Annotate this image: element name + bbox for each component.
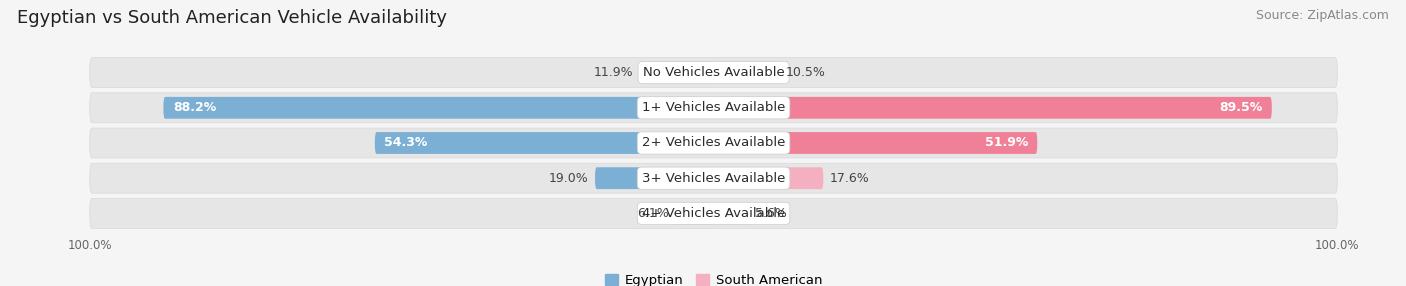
Text: 4+ Vehicles Available: 4+ Vehicles Available (643, 207, 785, 220)
Text: 10.5%: 10.5% (786, 66, 825, 79)
FancyBboxPatch shape (595, 167, 714, 189)
Text: 51.9%: 51.9% (984, 136, 1028, 150)
FancyBboxPatch shape (714, 132, 1038, 154)
Text: 5.6%: 5.6% (755, 207, 786, 220)
Text: 17.6%: 17.6% (830, 172, 869, 185)
FancyBboxPatch shape (714, 202, 748, 224)
Text: 19.0%: 19.0% (550, 172, 589, 185)
Text: 6.1%: 6.1% (637, 207, 669, 220)
FancyBboxPatch shape (714, 62, 779, 84)
FancyBboxPatch shape (90, 163, 1337, 193)
Legend: Egyptian, South American: Egyptian, South American (599, 268, 828, 286)
Text: 11.9%: 11.9% (593, 66, 633, 79)
Text: Source: ZipAtlas.com: Source: ZipAtlas.com (1256, 9, 1389, 21)
FancyBboxPatch shape (714, 97, 1272, 119)
Text: 1+ Vehicles Available: 1+ Vehicles Available (643, 101, 785, 114)
FancyBboxPatch shape (375, 132, 714, 154)
FancyBboxPatch shape (163, 97, 714, 119)
FancyBboxPatch shape (640, 62, 714, 84)
Text: 89.5%: 89.5% (1219, 101, 1263, 114)
Text: 2+ Vehicles Available: 2+ Vehicles Available (643, 136, 785, 150)
FancyBboxPatch shape (90, 93, 1337, 123)
Text: 3+ Vehicles Available: 3+ Vehicles Available (643, 172, 785, 185)
FancyBboxPatch shape (90, 198, 1337, 228)
FancyBboxPatch shape (675, 202, 714, 224)
Text: 54.3%: 54.3% (384, 136, 427, 150)
Text: 88.2%: 88.2% (173, 101, 217, 114)
Text: No Vehicles Available: No Vehicles Available (643, 66, 785, 79)
Text: Egyptian vs South American Vehicle Availability: Egyptian vs South American Vehicle Avail… (17, 9, 447, 27)
FancyBboxPatch shape (90, 58, 1337, 88)
FancyBboxPatch shape (714, 167, 824, 189)
FancyBboxPatch shape (90, 128, 1337, 158)
